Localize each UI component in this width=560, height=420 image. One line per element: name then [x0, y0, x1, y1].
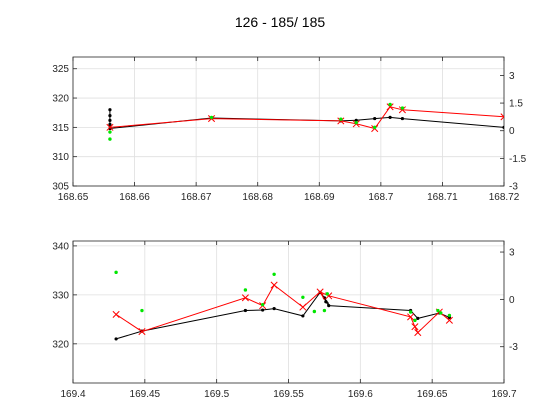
- plot-area: [112, 270, 453, 341]
- black-point: [301, 314, 305, 318]
- green-point: [325, 292, 329, 296]
- y-tick-label: 330: [52, 290, 69, 301]
- x-tick-label: 169.7: [491, 389, 516, 400]
- green-point: [312, 309, 317, 314]
- figure-title: 126 - 185/ 185: [235, 14, 326, 30]
- x-tick-label: 169.4: [60, 389, 85, 400]
- green-point: [322, 308, 327, 313]
- red-x-point: [112, 310, 120, 319]
- red-x-point: [316, 288, 324, 296]
- green-point: [413, 318, 417, 323]
- green-point: [243, 288, 248, 292]
- black-point: [261, 308, 265, 312]
- green-point: [272, 272, 276, 276]
- red-x-point: [106, 123, 114, 131]
- red-series-line: [109, 106, 504, 130]
- y-tick-label: 340: [52, 241, 69, 252]
- red-x-point: [299, 303, 307, 311]
- red-x-point: [500, 113, 504, 121]
- black-point: [388, 115, 392, 119]
- right-y-tick-label: -3: [509, 342, 518, 353]
- y-tick-label: 320: [52, 339, 69, 350]
- right-y-tick-label: 0: [509, 295, 515, 306]
- x-tick-label: 168.69: [304, 192, 335, 203]
- green-point: [301, 295, 305, 300]
- red-x-point: [445, 316, 453, 324]
- x-tick-label: 168.71: [427, 192, 458, 203]
- right-y-tick-label: 0: [509, 126, 515, 137]
- green-point: [354, 120, 358, 125]
- black-series-line: [115, 291, 450, 340]
- x-tick-label: 168.66: [119, 192, 150, 203]
- black-point: [272, 306, 276, 311]
- black-point: [108, 108, 112, 112]
- x-tick-label: 168.68: [242, 192, 273, 203]
- x-tick-label: 169.55: [273, 389, 304, 400]
- green-point: [373, 125, 377, 130]
- black-point: [373, 116, 377, 121]
- y-tick-label: 305: [52, 182, 69, 193]
- green-point: [339, 117, 343, 121]
- red-x-point: [386, 103, 394, 111]
- x-tick-label: 169.5: [204, 389, 229, 400]
- green-point: [388, 102, 392, 107]
- y-tick-label: 310: [52, 152, 69, 163]
- black-point: [108, 114, 112, 118]
- green-point: [108, 130, 112, 134]
- y-tick-label: 315: [52, 123, 69, 134]
- green-point: [108, 137, 112, 141]
- green-point: [408, 310, 413, 314]
- green-point: [439, 311, 443, 315]
- red-x-point: [241, 294, 249, 302]
- x-tick-label: 168.7: [368, 192, 393, 203]
- x-tick-label: 168.67: [181, 192, 212, 203]
- green-point: [140, 308, 144, 313]
- black-point: [400, 116, 405, 121]
- black-point: [114, 337, 118, 341]
- right-y-tick-label: -3: [509, 182, 518, 193]
- black-point: [108, 118, 112, 122]
- x-tick-label: 169.6: [348, 389, 373, 400]
- right-y-tick-label: 3: [509, 248, 515, 259]
- red-x-point: [398, 106, 406, 114]
- black-point: [108, 122, 112, 127]
- x-tick-label: 168.65: [58, 192, 89, 203]
- y-tick-label: 320: [52, 94, 69, 105]
- x-tick-label: 169.65: [417, 389, 448, 400]
- green-point: [436, 308, 440, 313]
- black-point: [324, 300, 328, 304]
- black-point: [502, 125, 504, 129]
- top-axes: 168.65 168.66 168.67 168.68 168.69 168.7 168.7…: [52, 56, 527, 203]
- axes-frame: [72, 56, 505, 187]
- bottom-axes: 169.4 169.45 169.5 169.55 169.6 169.65 169.7 32…: [52, 240, 518, 400]
- black-point: [243, 308, 247, 313]
- x-tick-label: 169.45: [130, 389, 161, 400]
- black-point: [416, 316, 420, 320]
- green-point: [260, 302, 265, 307]
- green-point: [114, 270, 118, 275]
- red-x-point: [270, 281, 278, 289]
- red-x-point: [407, 313, 415, 321]
- red-x-point: [414, 329, 422, 337]
- black-point: [327, 304, 331, 308]
- right-y-tick-label: -1.5: [509, 154, 527, 165]
- y-tick-label: 325: [52, 64, 69, 75]
- red-x-point: [337, 117, 345, 125]
- green-point: [209, 115, 214, 120]
- green-point: [400, 106, 405, 110]
- black-point: [354, 118, 358, 122]
- plot-area: [106, 102, 504, 141]
- green-point: [447, 313, 452, 318]
- x-tick-label: 168.72: [489, 192, 520, 203]
- right-y-tick-label: 3: [509, 71, 515, 82]
- red-series-line: [115, 284, 450, 334]
- red-x-point: [411, 323, 419, 331]
- right-y-tick-label: 1.5: [509, 99, 523, 110]
- red-x-point: [138, 328, 146, 336]
